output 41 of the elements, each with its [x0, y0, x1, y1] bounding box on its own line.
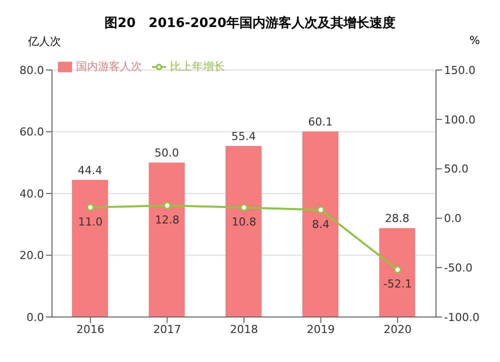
data-label: 8.4 — [312, 218, 330, 231]
data-label: 11.0 — [78, 215, 103, 228]
y2-tick-label: 100.0 — [444, 113, 476, 126]
y-tick-label: 60.0 — [20, 126, 44, 139]
data-label: -52.1 — [383, 278, 412, 291]
y-axis-title: 亿人次 — [28, 34, 61, 49]
bar — [379, 228, 416, 317]
bar — [148, 162, 185, 317]
x-tick-label: 2016 — [76, 322, 104, 336]
y2-tick-label: -100.0 — [444, 310, 480, 324]
y-tick-label: 80.0 — [20, 64, 44, 77]
y-tick-label: 20.0 — [20, 249, 44, 262]
bar — [302, 131, 338, 317]
x-tick-label: 2017 — [153, 322, 182, 336]
chart-title: 图20 2016-2020年国内游客人次及其增长速度 — [104, 14, 396, 33]
data-label: 28.8 — [384, 212, 410, 226]
bar — [72, 180, 108, 317]
x-tick-label: 2019 — [306, 322, 335, 336]
data-label: 60.1 — [308, 115, 333, 128]
y2-tick-label: 150.0 — [444, 64, 476, 77]
point — [394, 266, 402, 274]
bar — [226, 146, 262, 317]
x-tick-label: 2018 — [230, 322, 258, 336]
legend-label: 国内游客人次 — [76, 60, 142, 73]
point — [317, 206, 325, 214]
x-tick-label: 2020 — [384, 322, 412, 336]
y2-tick-label: 50.0 — [444, 162, 468, 176]
data-label: 12.8 — [154, 214, 180, 227]
y-tick-label: 40.0 — [20, 187, 44, 200]
legend-label: 比上年增长 — [170, 60, 225, 73]
data-label: 55.4 — [231, 130, 256, 143]
y2-tick-label: -50.0 — [444, 262, 472, 275]
y2-tick-label: 0.0 — [444, 212, 462, 226]
data-label: 44.4 — [78, 164, 102, 177]
y2-axis-title: % — [470, 34, 480, 49]
y-tick-label: 0.0 — [26, 310, 44, 324]
point — [86, 204, 94, 212]
data-label: 10.8 — [232, 216, 256, 229]
data-label: 50.0 — [154, 146, 180, 160]
point — [163, 202, 171, 210]
point — [240, 204, 248, 212]
